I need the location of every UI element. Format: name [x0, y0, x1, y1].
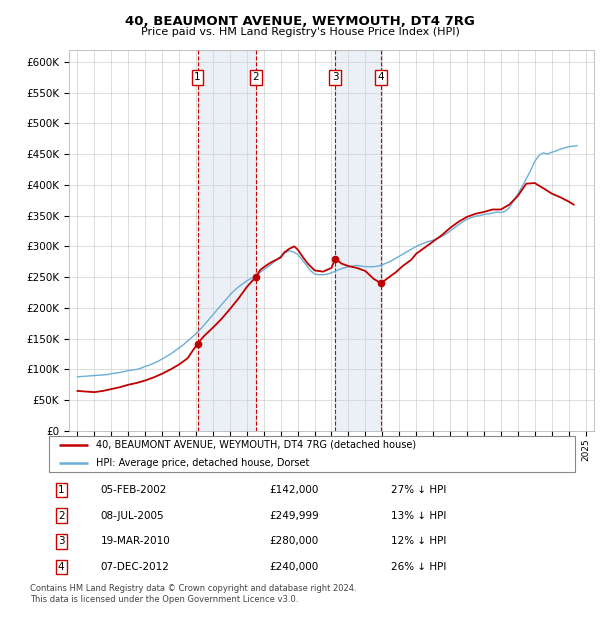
Text: 2: 2: [58, 511, 65, 521]
Text: 19-MAR-2010: 19-MAR-2010: [101, 536, 170, 546]
Text: HPI: Average price, detached house, Dorset: HPI: Average price, detached house, Dors…: [95, 458, 309, 468]
Text: 4: 4: [378, 73, 385, 82]
Text: 13% ↓ HPI: 13% ↓ HPI: [391, 511, 446, 521]
Text: 40, BEAUMONT AVENUE, WEYMOUTH, DT4 7RG: 40, BEAUMONT AVENUE, WEYMOUTH, DT4 7RG: [125, 15, 475, 28]
Text: £240,000: £240,000: [270, 562, 319, 572]
Text: 26% ↓ HPI: 26% ↓ HPI: [391, 562, 446, 572]
Text: 1: 1: [194, 73, 201, 82]
Text: 40, BEAUMONT AVENUE, WEYMOUTH, DT4 7RG (detached house): 40, BEAUMONT AVENUE, WEYMOUTH, DT4 7RG (…: [95, 440, 416, 450]
Text: 05-FEB-2002: 05-FEB-2002: [101, 485, 167, 495]
Text: 3: 3: [332, 73, 338, 82]
Text: £249,999: £249,999: [270, 511, 320, 521]
Text: £142,000: £142,000: [270, 485, 319, 495]
Text: This data is licensed under the Open Government Licence v3.0.: This data is licensed under the Open Gov…: [30, 595, 298, 604]
Text: 07-DEC-2012: 07-DEC-2012: [101, 562, 170, 572]
Text: 08-JUL-2005: 08-JUL-2005: [101, 511, 164, 521]
Text: 27% ↓ HPI: 27% ↓ HPI: [391, 485, 446, 495]
Text: £280,000: £280,000: [270, 536, 319, 546]
Text: Price paid vs. HM Land Registry's House Price Index (HPI): Price paid vs. HM Land Registry's House …: [140, 27, 460, 37]
FancyBboxPatch shape: [49, 436, 575, 472]
Bar: [197, 50, 256, 431]
Text: 1: 1: [58, 485, 65, 495]
Text: 12% ↓ HPI: 12% ↓ HPI: [391, 536, 446, 546]
Text: Contains HM Land Registry data © Crown copyright and database right 2024.: Contains HM Land Registry data © Crown c…: [30, 584, 356, 593]
Text: 2: 2: [253, 73, 259, 82]
Bar: [335, 50, 381, 431]
Text: 3: 3: [58, 536, 65, 546]
Text: 4: 4: [58, 562, 65, 572]
